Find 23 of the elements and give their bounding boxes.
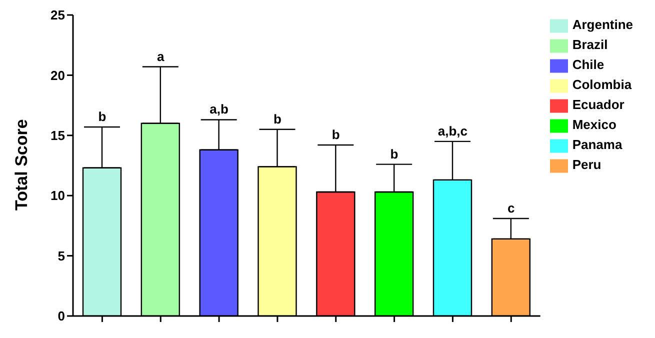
legend-label: Colombia: [572, 77, 632, 92]
annotation: a,b,c: [438, 123, 468, 138]
y-axis-title: Total Score: [12, 119, 32, 210]
legend-label: Brazil: [572, 37, 608, 52]
legend-label: Argentine: [572, 17, 633, 32]
y-tick-label: 25: [50, 8, 65, 23]
y-tick-label: 0: [58, 308, 65, 324]
legend-label: Peru: [572, 157, 602, 172]
legend-label: Mexico: [572, 117, 616, 132]
y-tick-label: 15: [50, 128, 65, 144]
annotation: c: [508, 200, 515, 216]
y-tick-label: 10: [50, 188, 65, 204]
y-tick-label: 20: [50, 68, 65, 83]
legend-label: Panama: [572, 137, 622, 152]
annotation: b: [273, 111, 282, 126]
y-tick-label: 5: [58, 248, 65, 264]
legend-label: Ecuador: [572, 97, 624, 112]
annotation: b: [332, 127, 340, 142]
annotation: a: [157, 48, 166, 64]
annotation: a,b: [210, 102, 228, 117]
annotation: b: [390, 146, 398, 162]
annotation: b: [98, 108, 106, 124]
legend-label: Chile: [572, 57, 604, 72]
